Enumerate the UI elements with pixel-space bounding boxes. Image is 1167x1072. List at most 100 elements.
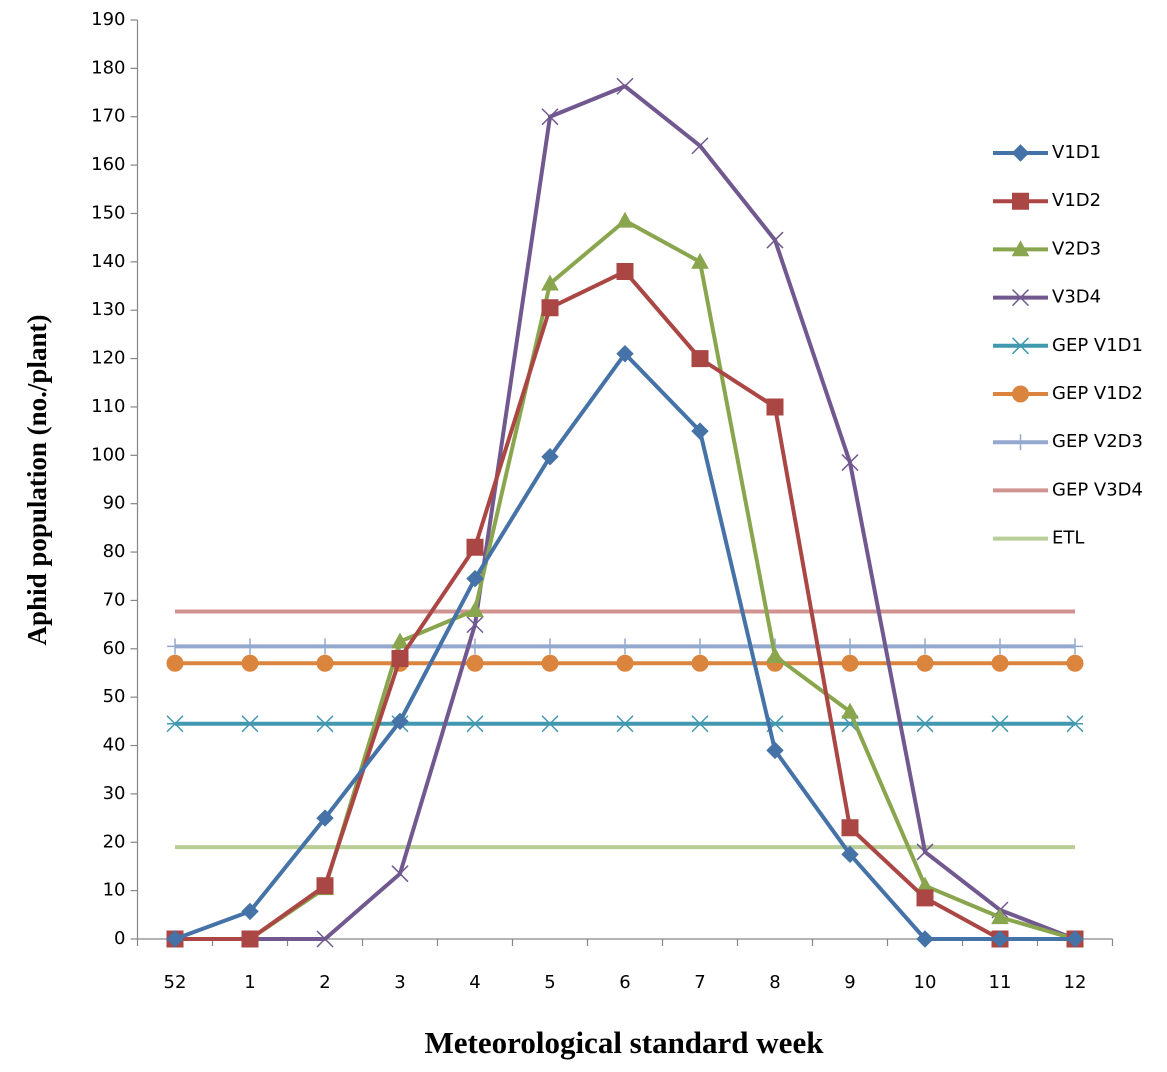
x-tick-label: 11 — [989, 972, 1012, 993]
marker — [841, 454, 859, 472]
marker — [617, 638, 633, 655]
marker — [616, 211, 634, 228]
legend-label: V3D4 — [1052, 287, 1101, 308]
marker — [542, 638, 558, 655]
marker — [691, 350, 709, 368]
x-tick-label: 6 — [619, 972, 630, 993]
marker — [766, 398, 784, 416]
marker — [241, 715, 259, 733]
marker — [841, 819, 859, 837]
marker — [616, 77, 634, 95]
y-tick-label: 190 — [91, 9, 125, 30]
marker — [241, 902, 259, 921]
marker — [466, 715, 484, 733]
marker — [316, 877, 334, 895]
marker — [316, 715, 334, 733]
marker — [241, 930, 259, 948]
legend-marker — [1011, 385, 1030, 403]
marker — [241, 654, 259, 672]
y-tick-label: 20 — [103, 831, 126, 852]
x-axis-title: Meteorological standard week — [425, 1025, 825, 1060]
y-tick-label: 120 — [91, 348, 125, 369]
marker — [841, 654, 859, 672]
marker — [316, 930, 334, 948]
legend-marker — [1011, 289, 1030, 307]
marker — [766, 647, 784, 663]
marker — [842, 638, 858, 655]
marker — [992, 638, 1008, 655]
marker — [916, 889, 934, 907]
marker — [316, 654, 334, 672]
legend-label: V1D1 — [1052, 142, 1101, 163]
marker — [991, 654, 1009, 672]
y-tick-label: 40 — [103, 735, 126, 756]
y-tick-label: 90 — [103, 493, 126, 514]
legend-marker — [1011, 144, 1030, 162]
marker — [466, 601, 484, 617]
marker — [391, 865, 409, 883]
x-tick-label: 12 — [1064, 972, 1087, 993]
marker — [766, 741, 784, 760]
y-tick-label: 170 — [91, 106, 125, 127]
marker — [616, 263, 634, 281]
y-tick-label: 60 — [103, 638, 126, 659]
marker — [692, 638, 708, 655]
legend-marker — [1011, 240, 1030, 257]
marker — [691, 654, 709, 672]
x-tick-label: 10 — [914, 972, 937, 993]
marker — [916, 930, 934, 948]
y-tick-label: 70 — [103, 589, 126, 610]
marker — [1067, 638, 1083, 655]
marker — [1066, 715, 1084, 733]
marker — [541, 448, 559, 466]
legend-label: GEP V2D3 — [1052, 431, 1143, 452]
marker — [916, 715, 934, 733]
marker — [391, 632, 409, 649]
series-line — [175, 218, 1076, 941]
legend-marker — [1011, 337, 1030, 355]
legend-label: ETL — [1052, 528, 1084, 549]
y-tick-label: 110 — [91, 396, 125, 417]
legend-label: V2D3 — [1052, 238, 1101, 259]
x-tick-label: 2 — [319, 972, 330, 993]
x-tick-label: 1 — [244, 972, 255, 993]
marker — [316, 809, 334, 827]
y-tick-label: 0 — [114, 928, 125, 949]
marker — [166, 715, 184, 733]
marker — [917, 638, 933, 655]
x-tick-label: 7 — [694, 972, 705, 993]
marker — [841, 702, 859, 719]
marker — [991, 930, 1009, 948]
marker — [541, 654, 559, 672]
marker — [991, 908, 1009, 925]
marker — [991, 715, 1009, 733]
marker — [541, 715, 559, 733]
marker — [691, 137, 709, 155]
y-tick-label: 150 — [91, 202, 125, 223]
legend-marker — [1012, 434, 1029, 451]
x-tick-label: 8 — [769, 972, 780, 993]
marker — [466, 616, 484, 634]
y-tick-label: 100 — [91, 444, 125, 465]
marker — [916, 843, 934, 861]
y-tick-label: 30 — [103, 783, 126, 804]
x-tick-label: 4 — [469, 972, 480, 993]
y-tick-label: 50 — [103, 686, 126, 707]
marker — [841, 845, 859, 864]
marker — [541, 108, 559, 126]
marker — [691, 422, 709, 440]
marker — [391, 649, 409, 667]
legend-label: GEP V1D2 — [1052, 383, 1143, 404]
marker — [616, 654, 634, 672]
marker — [616, 345, 634, 363]
y-tick-label: 180 — [91, 57, 125, 78]
x-tick-label: 9 — [844, 972, 855, 993]
marker — [242, 638, 258, 655]
x-tick-label: 3 — [394, 972, 405, 993]
y-axis-title: Aphid population (no./plant) — [22, 315, 52, 646]
y-tick-label: 10 — [103, 880, 126, 901]
legend-label: GEP V1D1 — [1052, 335, 1143, 356]
marker — [466, 538, 484, 556]
